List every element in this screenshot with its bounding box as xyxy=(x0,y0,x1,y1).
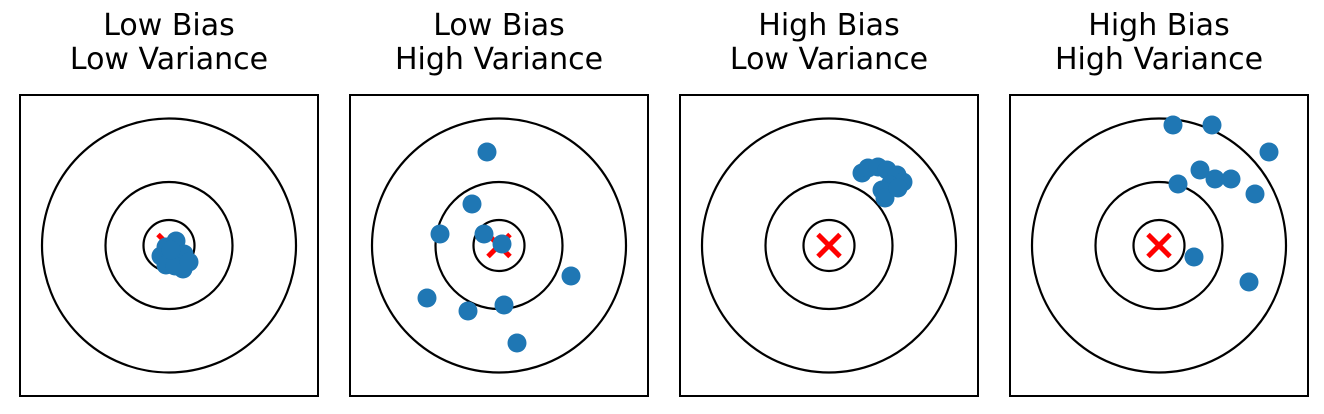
panel-title-line1: High Bias xyxy=(1088,8,1230,43)
center-x-marker xyxy=(816,232,842,259)
center-x-marker xyxy=(1146,232,1172,259)
axes-box xyxy=(349,94,649,397)
scatter-dot xyxy=(430,224,450,244)
target-ring xyxy=(700,117,958,374)
axes-box xyxy=(679,94,979,397)
scatter-dot xyxy=(462,194,482,214)
panel-title-line2: Low Variance xyxy=(729,42,929,77)
target-ring xyxy=(370,117,628,374)
panel-high-bias-high-variance: High Bias High Variance xyxy=(1009,0,1309,414)
panel-title: Low Bias High Variance xyxy=(309,9,689,77)
scatter-dot xyxy=(1205,169,1225,189)
panel-low-bias-high-variance: Low Bias High Variance xyxy=(349,0,649,414)
scatter-dot xyxy=(507,333,527,353)
axes-box xyxy=(19,94,319,397)
scatter-dot xyxy=(561,266,581,286)
panel-title: High Bias High Variance xyxy=(969,9,1324,77)
scatter-dot xyxy=(179,252,199,272)
scatter-dot xyxy=(1168,174,1188,194)
target-ring xyxy=(1094,180,1224,311)
target-ring xyxy=(764,180,894,311)
panel-title-line1: Low Bias xyxy=(103,8,235,43)
x-marker-stroke xyxy=(816,232,842,259)
panel-high-bias-low-variance: High Bias Low Variance xyxy=(679,0,979,414)
scatter-dot xyxy=(1163,115,1183,135)
scatter-dot xyxy=(477,142,497,162)
panel-title: Low Bias Low Variance xyxy=(0,9,359,77)
panel-title-line2: Low Variance xyxy=(69,42,269,77)
scatter-dot xyxy=(417,288,437,308)
scatter-dot xyxy=(1259,142,1279,162)
scatter-dot xyxy=(1184,247,1204,267)
scatter-dot xyxy=(1202,115,1222,135)
x-marker-stroke xyxy=(1146,232,1172,259)
target-plot xyxy=(679,94,979,397)
target-ring xyxy=(40,117,298,374)
scatter-dot xyxy=(1221,169,1241,189)
scatter-dot xyxy=(1245,184,1265,204)
scatter-dot xyxy=(458,301,478,321)
target-ring xyxy=(1030,117,1288,374)
axes-box xyxy=(1009,94,1309,397)
scatter-dot xyxy=(474,224,494,244)
target-ring xyxy=(802,218,856,273)
scatter-dot xyxy=(888,178,908,198)
target-plot xyxy=(349,94,649,397)
panel-title-line1: High Bias xyxy=(758,8,900,43)
target-plot xyxy=(1009,94,1309,397)
scatter-dot xyxy=(494,295,514,315)
panel-low-bias-low-variance: Low Bias Low Variance xyxy=(19,0,319,414)
panel-title: High Bias Low Variance xyxy=(639,9,1019,77)
target-ring xyxy=(104,180,234,311)
scatter-dot xyxy=(1239,272,1259,292)
scatter-dot xyxy=(875,188,895,208)
panel-title-line2: High Variance xyxy=(394,42,604,77)
target-ring xyxy=(472,218,526,273)
target-ring xyxy=(1132,218,1186,273)
scatter-dot xyxy=(492,234,512,254)
target-plot xyxy=(19,94,319,397)
panel-title-line1: Low Bias xyxy=(433,8,565,43)
scatter-dot xyxy=(161,240,181,260)
scatter-dot xyxy=(1190,160,1210,180)
panel-title-line2: High Variance xyxy=(1054,42,1264,77)
